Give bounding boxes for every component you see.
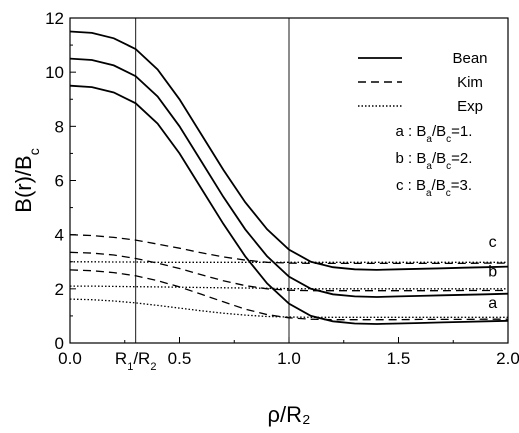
y-tick-label: 10 (45, 63, 64, 82)
y-tick-label: 4 (55, 226, 64, 245)
legend-label: Bean (452, 50, 487, 67)
y-tick-label: 8 (55, 117, 64, 136)
ticks-layer: 0.0 0.5 1.0 1.5 2.0 0 2 4 6 8 10 12 R1/R2 (45, 9, 519, 373)
x-tick-label: 1.0 (277, 349, 301, 368)
series-layer (70, 30, 508, 325)
series-dashed-c (70, 234, 508, 265)
curve-group-label: c (489, 234, 497, 251)
curve-group-label: a (488, 295, 497, 312)
vline-label: R1/R2 (115, 349, 157, 373)
legend-note-3: c : Ba/Bc=3. (396, 177, 472, 199)
axis-labels: ρ/R₂ B(r)/Bc (11, 148, 311, 427)
x-tick-label: 0.0 (58, 349, 82, 368)
curve-group-label: b (488, 264, 497, 281)
y-tick-label: 12 (45, 9, 64, 28)
x-tick-label: 2.0 (496, 349, 519, 368)
y-tick-label: 0 (55, 334, 64, 353)
legend-note-1: a : Ba/Bc=1. (396, 123, 473, 145)
y-axis-title: B(r)/Bc (11, 148, 42, 212)
reference-lines (135, 18, 290, 343)
series-dashed-b (70, 251, 508, 292)
series-solid-c (70, 30, 508, 271)
legend-label: Exp (457, 98, 483, 115)
annotations: cba (488, 234, 497, 312)
x-tick-label: 1.5 (387, 349, 411, 368)
x-axis-title: ρ/R₂ (267, 402, 310, 427)
legend-note-2: b : Ba/Bc=2. (396, 150, 473, 172)
series-dotted-c (70, 261, 508, 263)
legend-label: Kim (457, 74, 483, 91)
legend: Bean Kim Exp a : Ba/Bc=1. b : Ba/Bc=2. c : Ba… (358, 50, 488, 199)
series-dashed-a (70, 269, 508, 321)
x-tick-label: 0.5 (168, 349, 192, 368)
series-solid-b (70, 57, 508, 298)
y-tick-label: 6 (55, 172, 64, 191)
series-solid-a (70, 84, 508, 325)
series-dotted-b (70, 285, 508, 290)
y-tick-label: 2 (55, 280, 64, 299)
